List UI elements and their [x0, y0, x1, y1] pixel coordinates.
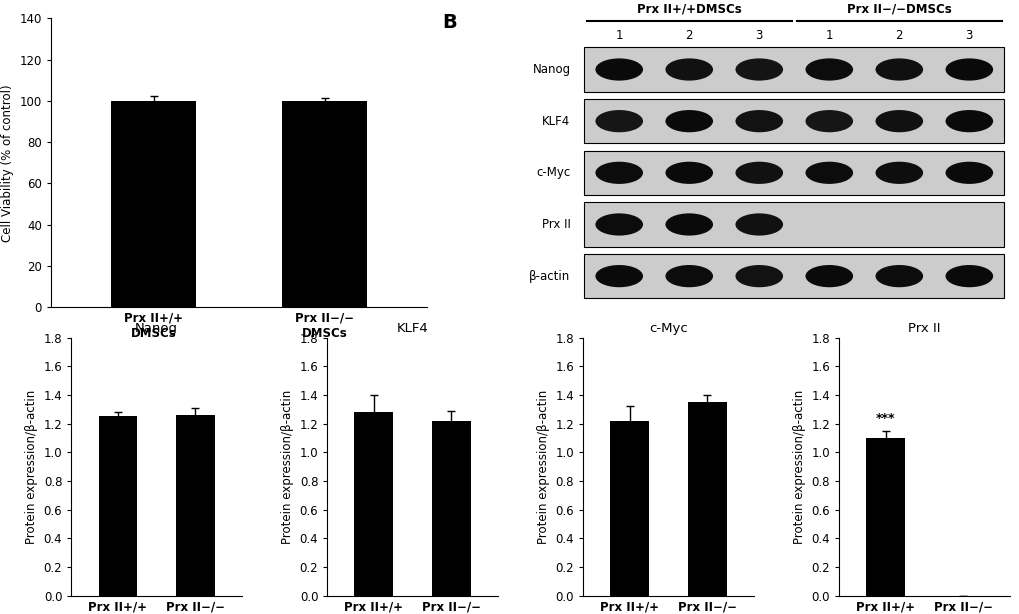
Text: Prx II: Prx II — [541, 218, 570, 231]
Ellipse shape — [595, 58, 642, 80]
Bar — [584, 202, 1004, 247]
Ellipse shape — [945, 161, 993, 184]
Ellipse shape — [735, 58, 783, 80]
Ellipse shape — [805, 213, 852, 236]
Text: KLF4: KLF4 — [542, 115, 570, 128]
Ellipse shape — [664, 58, 712, 80]
Text: ***: *** — [875, 412, 895, 425]
Ellipse shape — [945, 265, 993, 287]
Ellipse shape — [595, 213, 642, 236]
Text: Prx II+/+DMSCs: Prx II+/+DMSCs — [636, 2, 741, 15]
Bar — [609, 421, 648, 596]
Bar — [176, 415, 215, 596]
Ellipse shape — [945, 58, 993, 80]
Text: β-actin: β-actin — [529, 270, 570, 282]
Ellipse shape — [595, 110, 642, 132]
Y-axis label: Protein expression/β-actin: Protein expression/β-actin — [280, 389, 293, 544]
Ellipse shape — [664, 265, 712, 287]
Title: Nanog: Nanog — [136, 322, 178, 335]
Text: 2: 2 — [685, 28, 692, 42]
Ellipse shape — [664, 161, 712, 184]
Bar — [432, 421, 471, 596]
Bar — [281, 101, 367, 307]
Title: c-Myc: c-Myc — [648, 322, 687, 335]
Ellipse shape — [874, 265, 922, 287]
Ellipse shape — [595, 265, 642, 287]
Ellipse shape — [735, 213, 783, 236]
Bar — [584, 47, 1004, 91]
Bar — [355, 412, 393, 596]
Y-axis label: Protein expression/β-actin: Protein expression/β-actin — [792, 389, 805, 544]
Ellipse shape — [945, 110, 993, 132]
Text: 1: 1 — [824, 28, 833, 42]
Ellipse shape — [805, 161, 852, 184]
Text: c-Myc: c-Myc — [536, 166, 570, 179]
Ellipse shape — [664, 110, 712, 132]
Text: 1: 1 — [614, 28, 623, 42]
Bar — [99, 416, 138, 596]
Y-axis label: Protein expression/β-actin: Protein expression/β-actin — [536, 389, 549, 544]
Bar — [584, 99, 1004, 144]
Text: B: B — [442, 13, 457, 32]
Text: 3: 3 — [755, 28, 762, 42]
Ellipse shape — [735, 265, 783, 287]
Bar — [111, 101, 197, 307]
Ellipse shape — [805, 265, 852, 287]
Bar — [584, 150, 1004, 195]
Ellipse shape — [945, 213, 993, 236]
Y-axis label: Protein expression/β-actin: Protein expression/β-actin — [25, 389, 38, 544]
Ellipse shape — [805, 58, 852, 80]
Title: Prx II: Prx II — [907, 322, 940, 335]
Text: Nanog: Nanog — [532, 63, 570, 76]
Bar — [865, 438, 904, 596]
Bar — [584, 254, 1004, 298]
Ellipse shape — [805, 110, 852, 132]
Ellipse shape — [874, 161, 922, 184]
Y-axis label: Cell Viability (% of control): Cell Viability (% of control) — [1, 84, 14, 241]
Text: Prx II−/−DMSCs: Prx II−/−DMSCs — [846, 2, 951, 15]
Ellipse shape — [735, 110, 783, 132]
Title: KLF4: KLF4 — [396, 322, 428, 335]
Ellipse shape — [595, 161, 642, 184]
Ellipse shape — [874, 58, 922, 80]
Ellipse shape — [874, 213, 922, 236]
Text: 2: 2 — [895, 28, 902, 42]
Ellipse shape — [664, 213, 712, 236]
Ellipse shape — [735, 161, 783, 184]
Text: 3: 3 — [965, 28, 972, 42]
Bar — [687, 402, 726, 596]
Ellipse shape — [874, 110, 922, 132]
